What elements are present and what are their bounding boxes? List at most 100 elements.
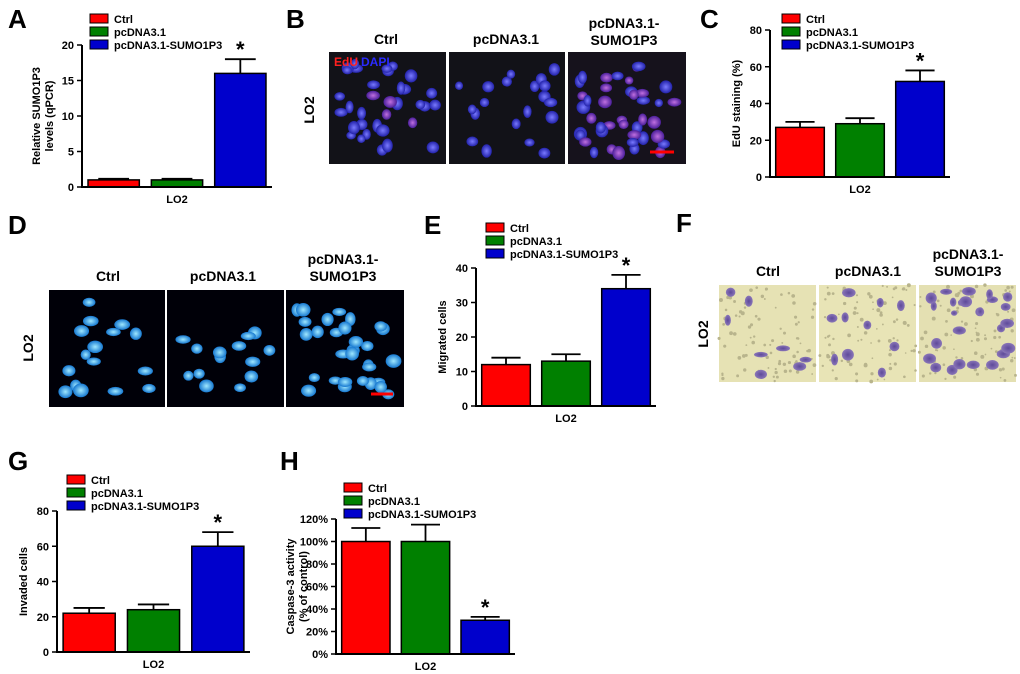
membrane-pore [1010, 285, 1014, 289]
cell-nucleus [467, 104, 477, 115]
cell-nucleus [667, 97, 682, 107]
cell-nucleus [142, 383, 156, 393]
membrane-pore [888, 349, 892, 352]
cell-nucleus [334, 92, 346, 101]
y-tick-label: 40% [306, 604, 328, 616]
bar [62, 612, 116, 653]
y-axis-label: EdU staining (%) [731, 59, 743, 147]
stained-cell [842, 288, 856, 298]
y-tick-label: 20 [37, 612, 49, 624]
membrane-pore [993, 335, 997, 340]
membrane-pore [732, 332, 737, 336]
stained-cell [953, 359, 966, 370]
membrane-pore [953, 375, 957, 379]
significance-star: * [236, 37, 245, 62]
legend-swatch [781, 39, 801, 50]
membrane-pore [737, 356, 742, 360]
cell-nucleus [506, 69, 516, 79]
legend-label: Ctrl [91, 475, 110, 487]
membrane-pore [1011, 356, 1014, 359]
y-tick-label: 30 [456, 298, 468, 310]
membrane-pore [763, 343, 767, 347]
cell-nucleus [299, 327, 313, 341]
stain-label: EdU DAPI [334, 55, 390, 69]
membrane-pore [792, 301, 796, 305]
significance-star: * [916, 48, 925, 73]
cell-nucleus [345, 100, 354, 114]
cell-nucleus [338, 321, 352, 335]
membrane-pore [771, 339, 775, 343]
membrane-pore [781, 341, 784, 344]
cell-nucleus [295, 303, 311, 317]
cell-nucleus [545, 110, 559, 124]
membrane-pore [914, 369, 917, 372]
edu-image-pcdna [449, 52, 565, 164]
membrane-pore [983, 337, 987, 341]
x-axis-label: LO2 [555, 413, 576, 425]
cell-nucleus [82, 297, 96, 307]
membrane-pore [946, 308, 951, 313]
cell-nucleus [501, 76, 512, 87]
membrane-pore [826, 286, 829, 289]
cell-nucleus [107, 386, 124, 396]
cell-nucleus [482, 81, 495, 93]
legend-label: pcDNA3.1-SUMO1P3 [91, 501, 199, 513]
cell-nucleus [82, 315, 99, 327]
membrane-pore [1004, 289, 1008, 292]
membrane-pore [870, 342, 872, 344]
x-axis-label: LO2 [143, 659, 164, 671]
y-tick-label: 10 [456, 367, 468, 379]
image-b-col-pcdna: pcDNA3.1 [473, 31, 539, 47]
stained-cell [799, 356, 812, 363]
stained-cell [930, 362, 942, 373]
membrane-pore [855, 372, 859, 376]
cell-nucleus [524, 138, 535, 147]
legend-swatch [485, 248, 505, 259]
membrane-pore [1014, 373, 1017, 377]
membrane-pore [1010, 359, 1014, 363]
y-tick-label: 10 [62, 111, 74, 123]
membrane-pore [905, 289, 908, 292]
legend-label: Ctrl [114, 14, 133, 26]
legend-swatch [485, 222, 505, 233]
membrane-pore [743, 368, 747, 372]
cell-nucleus [381, 109, 392, 120]
cell-nucleus [626, 137, 639, 147]
membrane-pore [810, 315, 815, 319]
stained-cell [831, 353, 839, 366]
membrane-pore [724, 308, 728, 312]
stained-cell [962, 287, 976, 296]
cell-nucleus [311, 325, 324, 339]
membrane-pore [950, 334, 952, 336]
stained-cell [724, 314, 731, 326]
cell-nucleus [199, 379, 214, 393]
cell-nucleus [301, 384, 317, 397]
stained-cell [986, 289, 993, 300]
cell-nucleus [647, 115, 661, 129]
cell-nucleus [129, 327, 142, 340]
membrane-pore [721, 376, 725, 381]
membrane-pore [755, 286, 759, 289]
y-tick-label: 20% [306, 627, 328, 639]
membrane-pore [777, 362, 782, 366]
membrane-pore [751, 340, 755, 345]
cell-nucleus [212, 346, 227, 359]
bar [894, 80, 946, 178]
legend-swatch [89, 39, 109, 50]
membrane-pore [811, 373, 814, 375]
membrane-pore [877, 339, 881, 343]
membrane-pore [892, 320, 896, 324]
cell-nucleus [87, 340, 103, 353]
stained-cell [1003, 292, 1013, 302]
cell-nucleus [548, 63, 560, 76]
membrane-pore [860, 338, 863, 341]
image-panel-d: D Ctrl pcDNA3.1 pcDNA3.1-SUMO1P3 LO2 [8, 210, 404, 407]
membrane-pore [980, 354, 985, 359]
cell-nucleus [466, 136, 479, 147]
legend-label: pcDNA3.1-SUMO1P3 [510, 249, 618, 261]
membrane-pore [910, 349, 913, 353]
membrane-pore [942, 363, 946, 367]
membrane-pore [811, 308, 815, 311]
cell-nucleus [321, 312, 334, 327]
